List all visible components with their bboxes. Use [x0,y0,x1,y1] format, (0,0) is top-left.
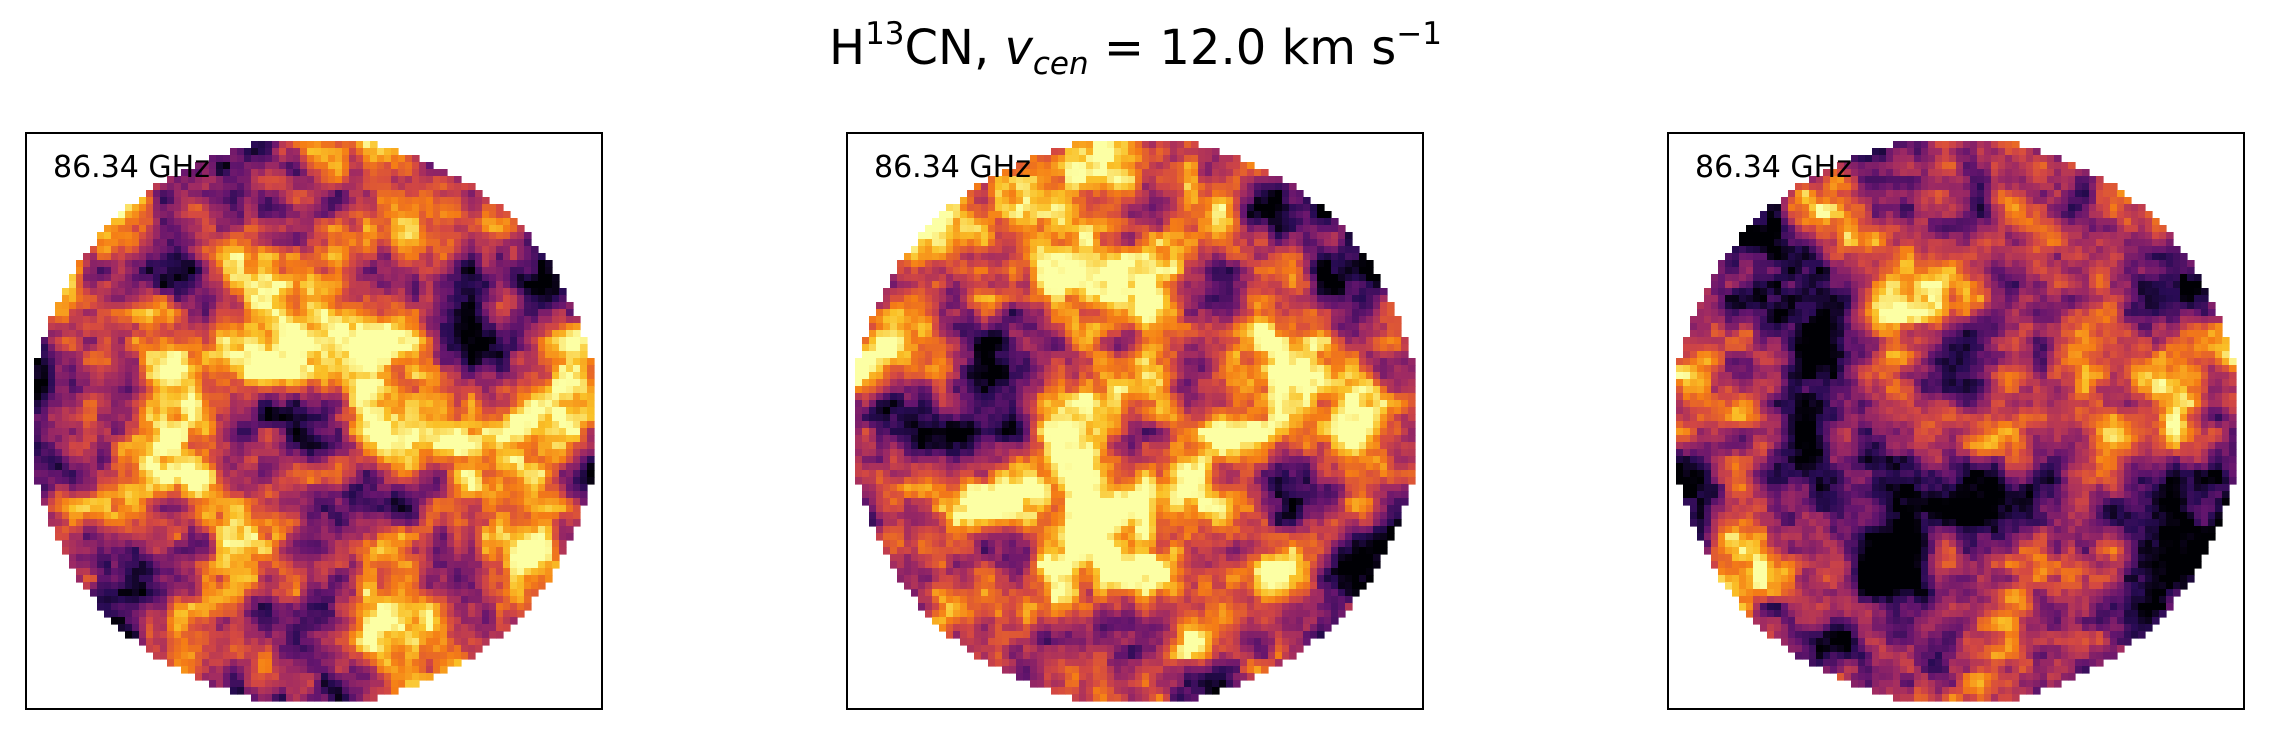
figure-title: H13CN, vcen = 12.0 km s−1 [0,16,2271,80]
title-unit-sup: −1 [1396,16,1443,52]
title-value: 12.0 km s [1159,20,1397,76]
title-v-symbol: v [1004,20,1033,76]
channel-map-image-2 [855,141,1416,702]
title-species-sup: 13 [865,16,905,52]
frequency-label-3: 86.34 GHz [1695,150,1852,185]
emission-map-pixels [34,141,595,702]
title-species-base: H [828,20,866,76]
emission-map-pixels [1676,141,2237,702]
frequency-label-2: 86.34 GHz [874,150,1031,185]
title-v-sub: cen [1032,46,1089,82]
channel-map-panel-1: 86.34 GHz [25,132,603,710]
frequency-label-1: 86.34 GHz [53,150,210,185]
channel-map-panel-3: 86.34 GHz [1667,132,2245,710]
channel-map-image-3 [1676,141,2237,702]
title-species-rest: CN, [904,20,1005,76]
channel-map-panel-2: 86.34 GHz [846,132,1424,710]
emission-map-pixels [855,141,1416,702]
channel-map-image-1 [34,141,595,702]
title-equals: = [1088,20,1160,76]
